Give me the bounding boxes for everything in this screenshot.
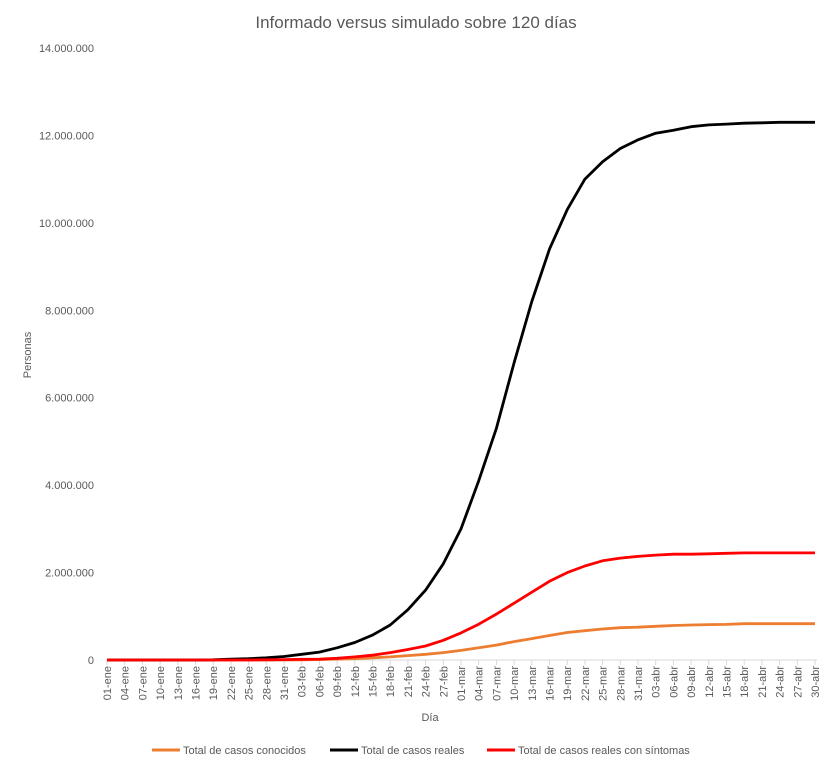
x-tick-label: 16-ene — [191, 666, 203, 700]
x-tick-label: 01-ene — [102, 666, 114, 700]
legend-label-0: Total de casos conocidos — [183, 745, 306, 757]
x-tick-label: 28-ene — [261, 666, 273, 700]
x-tick-label: 13-mar — [527, 666, 539, 701]
x-tick-label: 09-feb — [332, 666, 344, 697]
x-tick-label: 16-mar — [545, 666, 557, 701]
x-tick-label: 19-ene — [208, 666, 220, 700]
y-tick-label: 2.000.000 — [45, 568, 94, 580]
series-line-0 — [107, 622, 815, 662]
x-tick-label: 12-feb — [350, 666, 362, 697]
x-tick-label: 24-feb — [421, 666, 433, 697]
x-tick-label: 04-ene — [120, 666, 132, 700]
legend-label-1: Total de casos reales — [361, 745, 465, 757]
x-tick-label: 31-ene — [279, 666, 291, 700]
x-tick-label: 27-feb — [438, 666, 450, 697]
y-tick-label: 10.000.000 — [39, 218, 94, 230]
x-tick-label: 09-abr — [686, 666, 698, 698]
y-tick-label: 4.000.000 — [45, 480, 94, 492]
x-tick-label: 07-mar — [491, 666, 503, 701]
y-tick-label: 14.000.000 — [39, 43, 94, 55]
x-tick-label: 22-mar — [580, 666, 592, 701]
chart-title: Informado versus simulado sobre 120 días — [255, 13, 576, 32]
series-line-2 — [107, 551, 815, 662]
x-tick-label: 15-feb — [368, 666, 380, 697]
x-tick-label: 12-abr — [704, 666, 716, 698]
x-tick-label: 03-abr — [651, 666, 663, 698]
x-tick-label: 15-abr — [722, 666, 734, 698]
x-tick-label: 31-mar — [633, 666, 645, 701]
x-tick-label: 01-mar — [456, 666, 468, 701]
x-tick-label: 27-abr — [792, 666, 804, 698]
x-tick-label: 10-mar — [509, 666, 521, 701]
y-tick-label: 12.000.000 — [39, 130, 94, 142]
x-tick-label: 25-ene — [244, 666, 256, 700]
x-tick-label: 03-feb — [297, 666, 309, 697]
x-tick-label: 13-ene — [173, 666, 185, 700]
x-tick-label: 24-abr — [775, 666, 787, 698]
x-tick-label: 06-feb — [314, 666, 326, 697]
x-tick-label: 21-abr — [757, 666, 769, 698]
x-axis-label: Día — [421, 712, 439, 724]
y-tick-label: 8.000.000 — [45, 305, 94, 317]
y-tick-label: 6.000.000 — [45, 393, 94, 405]
x-tick-label: 18-feb — [385, 666, 397, 697]
x-tick-label: 21-feb — [403, 666, 415, 697]
x-tick-label: 19-mar — [562, 666, 574, 701]
x-tick-label: 18-abr — [739, 666, 751, 698]
x-tick-label: 28-mar — [615, 666, 627, 701]
legend: Total de casos conocidos Total de casos r… — [152, 745, 690, 757]
y-axis-label: Personas — [22, 331, 34, 378]
x-tick-label: 25-mar — [598, 666, 610, 701]
x-tick-label: 30-abr — [810, 666, 822, 698]
x-tick-label: 06-abr — [668, 666, 680, 698]
x-tick-label: 04-mar — [474, 666, 486, 701]
series-line-1 — [107, 120, 815, 662]
y-tick-label: 0 — [88, 655, 94, 667]
x-tick-label: 10-ene — [155, 666, 167, 700]
x-tick-label: 22-ene — [226, 666, 238, 700]
legend-label-2: Total de casos reales con síntomas — [518, 745, 690, 757]
x-tick-label: 07-ene — [137, 666, 149, 700]
